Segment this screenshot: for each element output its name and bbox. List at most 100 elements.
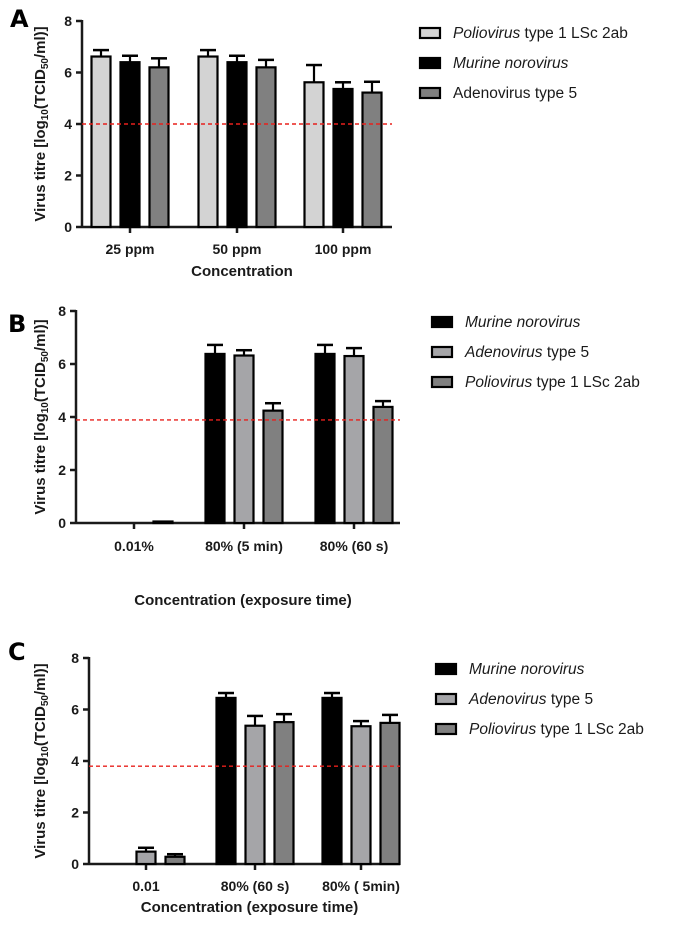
y-axis-label: Virus titre [log10(TCID50/ml)]	[32, 26, 51, 221]
panel-label: C	[8, 638, 26, 666]
x-tick-label: 80% (60 s)	[320, 538, 388, 554]
x-tick-label: 80% (60 s)	[221, 878, 289, 894]
y-tick-label: 4	[64, 116, 72, 132]
x-axis-label: Concentration (exposure time)	[134, 592, 352, 609]
legend-plain-part: Adenovirus type 5	[453, 85, 577, 102]
bar	[262, 409, 284, 525]
legend-swatch	[418, 56, 442, 70]
legend-label: Poliovirus type 1 LSc 2ab	[469, 721, 644, 738]
y-tick-label: 2	[58, 462, 66, 478]
panel-label: B	[8, 310, 26, 338]
legend-italic-part: Murine norovirus	[469, 661, 585, 678]
legend-italic-part: Poliovirus	[453, 25, 520, 42]
y-axis-label: Virus titre [log10(TCID50/ml)]	[32, 319, 51, 514]
legend-label: Adenovirus type 5	[464, 344, 589, 361]
legend-plain-part: type 5	[547, 691, 594, 708]
legend-swatch	[434, 692, 458, 706]
subscript: 10	[40, 402, 51, 414]
legend-swatch	[434, 722, 458, 736]
bar	[152, 520, 174, 525]
legend-label: Murine norovirus	[469, 661, 585, 678]
label-part: Virus titre [log	[32, 413, 49, 514]
y-tick-label: 4	[71, 753, 79, 769]
legend-plain-part: type 1 LSc 2ab	[536, 721, 644, 738]
legend-swatch	[418, 26, 442, 40]
bar	[343, 354, 365, 525]
y-tick-label: 4	[58, 409, 66, 425]
label-part: /ml)]	[32, 319, 49, 351]
chart-panel-c: C 0 2 4 6 8 Virus titre [log10(TCID50/ml)] 0.01…	[8, 638, 644, 916]
x-tick-label: 50 ppm	[212, 241, 261, 257]
y-tick-label: 0	[71, 856, 79, 872]
legend-plain-part: type 5	[543, 344, 590, 361]
x-tick-label: 25 ppm	[105, 241, 154, 257]
y-tick-label: 2	[71, 805, 79, 821]
subscript: 10	[40, 109, 51, 121]
legend-plain-part: type 1 LSc 2ab	[532, 374, 640, 391]
chart-panel-a: A 0 2 4 6 8 Virus titre [log10(TCID50/ml)] 25 p…	[10, 5, 628, 280]
y-tick-label: 8	[71, 650, 79, 666]
bar	[321, 696, 343, 866]
x-tick-label: 80% (5 min)	[205, 538, 283, 554]
chart-panel-b: B 0 2 4 6 8 Virus titre [log10(TCID50/ml)] 0.01…	[8, 303, 640, 609]
subscript: 50	[40, 351, 51, 363]
legend-plain-part: type 1 LSc 2ab	[520, 25, 628, 42]
legend-label: Adenovirus type 5	[453, 85, 577, 102]
y-tick-label: 6	[58, 356, 66, 372]
label-part: (TCID	[32, 706, 49, 746]
y-tick-label: 8	[58, 303, 66, 319]
legend-italic-part: Adenovirus	[468, 691, 547, 708]
bar	[226, 61, 248, 229]
bar	[148, 66, 170, 229]
y-axis-label: Virus titre [log10(TCID50/ml)]	[32, 663, 51, 858]
bar	[135, 850, 157, 866]
legend-swatch	[430, 315, 454, 329]
bar	[215, 696, 237, 866]
label-part: (TCID	[32, 362, 49, 402]
x-tick-label: 100 ppm	[315, 241, 372, 257]
y-tick-label: 0	[58, 515, 66, 531]
x-axis-label: Concentration (exposure time)	[141, 899, 359, 916]
bar	[303, 81, 325, 229]
bar	[350, 725, 372, 866]
legend-italic-part: Murine norovirus	[453, 55, 569, 72]
bar	[90, 55, 112, 229]
subscript: 50	[40, 58, 51, 70]
legend-italic-part: Poliovirus	[465, 374, 532, 391]
label-part: /ml)]	[32, 26, 49, 58]
bar	[244, 724, 266, 866]
legend-label: Poliovirus type 1 LSc 2ab	[453, 25, 628, 42]
y-tick-label: 2	[64, 168, 72, 184]
bar	[255, 66, 277, 229]
legend-swatch	[430, 375, 454, 389]
bar	[197, 55, 219, 229]
panel-label: A	[10, 5, 29, 33]
legend-label: Poliovirus type 1 LSc 2ab	[465, 374, 640, 391]
x-tick-label: 0.01%	[114, 538, 154, 554]
label-part: /ml)]	[32, 663, 49, 695]
x-tick-label: 0.01	[132, 878, 159, 894]
bar	[379, 721, 401, 866]
legend-italic-part: Adenovirus	[464, 344, 543, 361]
label-part: (TCID	[32, 69, 49, 109]
x-axis-label: Concentration	[191, 263, 293, 280]
bar	[204, 352, 226, 525]
legend-swatch	[434, 662, 458, 676]
y-tick-label: 8	[64, 13, 72, 29]
bar	[332, 87, 354, 229]
y-tick-label: 6	[64, 65, 72, 81]
legend-swatch	[430, 345, 454, 359]
bar	[164, 855, 186, 866]
legend-swatch	[418, 86, 442, 100]
legend-label: Murine norovirus	[465, 314, 581, 331]
bar	[119, 61, 141, 229]
legend-italic-part: Poliovirus	[469, 721, 536, 738]
bar	[361, 91, 383, 229]
subscript: 10	[40, 746, 51, 758]
bar	[233, 354, 255, 525]
x-tick-label: 80% ( 5min)	[322, 878, 400, 894]
legend-label: Murine norovirus	[453, 55, 569, 72]
label-part: Virus titre [log	[32, 120, 49, 221]
label-part: Virus titre [log	[32, 757, 49, 858]
